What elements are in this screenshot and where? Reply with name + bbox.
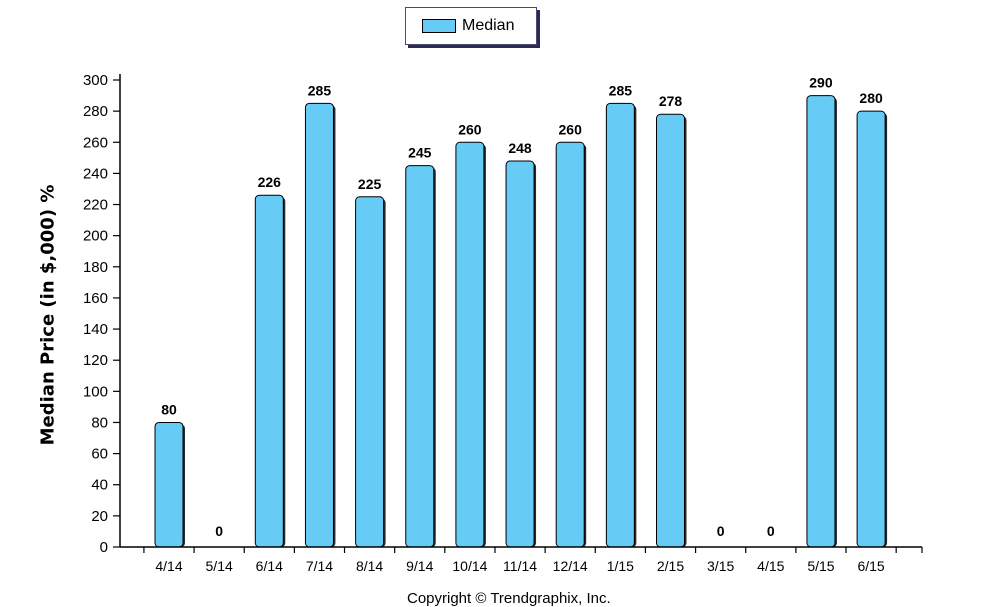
data-label: 285 bbox=[609, 82, 633, 98]
y-tick-label: 240 bbox=[83, 165, 108, 182]
labels-group: 80 4/14 0 5/14 226 6/14 285 7/14 225 8/14 245 9/14 2… bbox=[83, 72, 885, 574]
bar bbox=[154, 421, 184, 548]
bar bbox=[455, 141, 485, 548]
y-axis-title: Median Price (in $,000) % bbox=[37, 184, 59, 446]
x-tick-label: 2/15 bbox=[657, 558, 684, 574]
bar bbox=[656, 113, 685, 548]
x-tick-label: 10/14 bbox=[452, 558, 487, 574]
x-tick-label: 11/14 bbox=[503, 558, 537, 574]
y-tick-label: 280 bbox=[83, 103, 108, 120]
x-tick-label: 4/15 bbox=[757, 558, 784, 574]
axes-group bbox=[119, 74, 922, 548]
y-tick-label: 200 bbox=[83, 228, 108, 245]
data-label: 225 bbox=[358, 176, 382, 192]
x-tick-label: 9/14 bbox=[406, 558, 433, 574]
y-tick-label: 220 bbox=[83, 197, 108, 214]
y-tick-label: 160 bbox=[83, 290, 108, 307]
bar bbox=[605, 102, 635, 548]
x-tick-label: 7/14 bbox=[306, 558, 333, 574]
x-tick-label: 5/15 bbox=[807, 558, 834, 574]
data-label: 260 bbox=[559, 121, 583, 137]
x-tick-label: 5/14 bbox=[206, 558, 233, 574]
x-tick-label: 3/15 bbox=[707, 558, 734, 574]
copyright-text: Copyright © Trendgraphix, Inc. bbox=[407, 590, 611, 607]
data-label: 80 bbox=[161, 401, 177, 417]
y-tick-label: 40 bbox=[91, 477, 108, 494]
y-tick-label: 260 bbox=[83, 134, 108, 151]
x-tick-label: 8/14 bbox=[356, 558, 383, 574]
y-tick-label: 140 bbox=[83, 321, 108, 338]
bar bbox=[856, 110, 886, 548]
bar bbox=[806, 95, 836, 548]
y-tick-label: 60 bbox=[91, 446, 108, 463]
x-tick-label: 1/15 bbox=[607, 558, 634, 574]
y-tick-label: 100 bbox=[83, 383, 108, 400]
y-tick-label: 0 bbox=[100, 539, 108, 556]
legend-swatch bbox=[422, 19, 456, 33]
data-label: 280 bbox=[859, 90, 883, 106]
y-tick-label: 120 bbox=[83, 352, 108, 369]
data-label: 260 bbox=[458, 121, 482, 137]
bar bbox=[555, 141, 585, 548]
legend-label: Median bbox=[462, 17, 515, 34]
ticks-group bbox=[113, 79, 923, 553]
bar bbox=[254, 194, 284, 548]
legend: Median bbox=[405, 7, 537, 45]
y-tick-label: 180 bbox=[83, 259, 108, 276]
data-label: 278 bbox=[659, 93, 683, 109]
data-label: 226 bbox=[258, 174, 282, 190]
x-tick-label: 6/15 bbox=[857, 558, 884, 574]
y-tick-label: 300 bbox=[83, 72, 108, 89]
y-tick-label: 20 bbox=[91, 508, 108, 525]
data-label: 0 bbox=[215, 523, 223, 539]
x-tick-label: 4/14 bbox=[155, 558, 182, 574]
x-tick-label: 6/14 bbox=[256, 558, 283, 574]
bar bbox=[405, 165, 435, 548]
bar bbox=[355, 196, 385, 548]
data-label: 248 bbox=[508, 140, 532, 156]
y-tick-label: 80 bbox=[91, 414, 108, 431]
bar bbox=[505, 160, 535, 548]
x-tick-label: 12/14 bbox=[553, 558, 588, 574]
bars-group bbox=[154, 95, 888, 548]
data-label: 245 bbox=[408, 145, 432, 161]
bar bbox=[304, 102, 334, 548]
data-label: 0 bbox=[767, 523, 775, 539]
data-label: 0 bbox=[717, 523, 725, 539]
data-label: 290 bbox=[809, 75, 833, 91]
data-label: 285 bbox=[308, 82, 332, 98]
